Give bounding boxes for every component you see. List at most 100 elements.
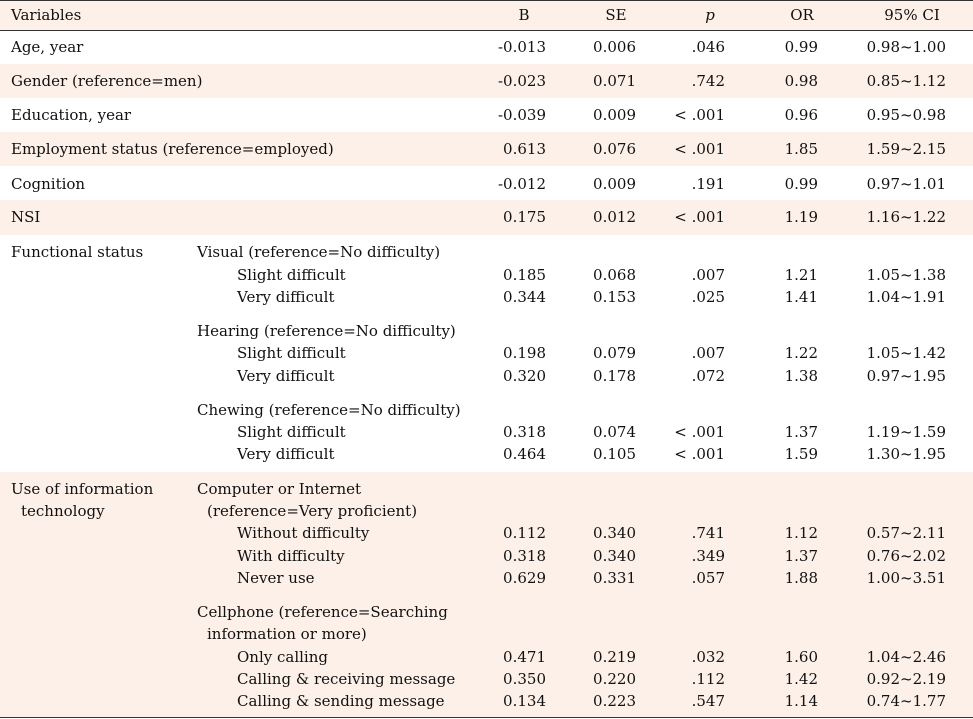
cell-ci: 0.97~1.01 bbox=[866, 175, 946, 193]
cell-ci: 1.30~1.95 bbox=[866, 445, 946, 463]
cell-p: < .001 bbox=[674, 445, 725, 463]
cell-se: 0.340 bbox=[593, 524, 636, 542]
cell-b: 0.471 bbox=[503, 648, 546, 666]
table-row-cognition: Cognition -0.012 0.009 .191 0.99 0.97~1.… bbox=[0, 166, 973, 200]
cell-ci: 1.05~1.38 bbox=[866, 266, 946, 284]
table-bottom-rule bbox=[0, 717, 973, 718]
cell-or: 1.19 bbox=[784, 208, 818, 226]
cell-se: 0.006 bbox=[593, 38, 636, 56]
group-label-line2: technology bbox=[21, 502, 105, 520]
subgroup-label-cellphone: Cellphone (reference=Searching bbox=[197, 603, 448, 621]
cell-b: 0.320 bbox=[503, 367, 546, 385]
cell-b: -0.012 bbox=[497, 175, 546, 193]
cell-ci: 1.59~2.15 bbox=[866, 140, 946, 158]
row-label: Cognition bbox=[11, 175, 86, 193]
cell-se: 0.219 bbox=[593, 648, 636, 666]
header-b: B bbox=[518, 6, 530, 24]
cell-or: 1.41 bbox=[784, 288, 818, 306]
cell-ci: 0.74~1.77 bbox=[866, 692, 946, 710]
cell-ci: 1.05~1.42 bbox=[866, 344, 946, 362]
table-row-employment: Employment status (reference=employed) 0… bbox=[0, 132, 973, 166]
level-label: Very difficult bbox=[237, 445, 335, 463]
cell-p: .742 bbox=[691, 72, 725, 90]
cell-b: 0.198 bbox=[503, 344, 546, 362]
cell-se: 0.079 bbox=[593, 344, 636, 362]
level-label: With difficulty bbox=[237, 547, 345, 565]
subgroup-label-computer: Computer or Internet bbox=[197, 480, 362, 498]
cell-or: 1.85 bbox=[784, 140, 818, 158]
cell-p: .112 bbox=[691, 670, 725, 688]
cell-or: 1.22 bbox=[784, 344, 818, 362]
cell-se: 0.074 bbox=[593, 423, 636, 441]
cell-se: 0.153 bbox=[593, 288, 636, 306]
cell-ci: 1.16~1.22 bbox=[866, 208, 946, 226]
row-label: Employment status (reference=employed) bbox=[11, 140, 334, 158]
header-ci: 95% CI bbox=[884, 6, 940, 24]
cell-ci: 1.04~2.46 bbox=[866, 648, 946, 666]
subgroup-label-computer-ref: (reference=Very proficient) bbox=[207, 502, 418, 520]
cell-se: 0.331 bbox=[593, 569, 636, 587]
row-label: Education, year bbox=[11, 106, 132, 124]
level-label: Slight difficult bbox=[237, 423, 346, 441]
cell-p: .025 bbox=[691, 288, 725, 306]
cell-b: 0.112 bbox=[503, 524, 546, 542]
cell-b: 0.613 bbox=[503, 140, 546, 158]
cell-or: 1.42 bbox=[784, 670, 818, 688]
cell-se: 0.071 bbox=[593, 72, 636, 90]
level-label: Only calling bbox=[237, 648, 328, 666]
cell-b: 0.134 bbox=[503, 692, 546, 710]
cell-p: .741 bbox=[691, 524, 725, 542]
cell-ci: 0.97~1.95 bbox=[866, 367, 946, 385]
header-se: SE bbox=[605, 6, 627, 24]
table-row-age: Age, year -0.013 0.006 .046 0.99 0.98~1.… bbox=[0, 30, 973, 64]
cell-p: < .001 bbox=[674, 208, 725, 226]
group-label: Functional status bbox=[11, 243, 144, 261]
cell-or: 1.12 bbox=[784, 524, 818, 542]
cell-se: 0.009 bbox=[593, 106, 636, 124]
cell-or: 1.59 bbox=[784, 445, 818, 463]
cell-b: 0.185 bbox=[503, 266, 546, 284]
cell-b: 0.318 bbox=[503, 547, 546, 565]
level-label: Without difficulty bbox=[237, 524, 370, 542]
cell-or: 0.99 bbox=[784, 175, 818, 193]
cell-ci: 1.00~3.51 bbox=[866, 569, 946, 587]
subgroup-label-visual: Visual (reference=No difficulty) bbox=[197, 243, 441, 261]
cell-ci: 1.04~1.91 bbox=[866, 288, 946, 306]
cell-or: 1.38 bbox=[784, 367, 818, 385]
subgroup-label-chewing: Chewing (reference=No difficulty) bbox=[197, 401, 461, 419]
level-label: Slight difficult bbox=[237, 344, 346, 362]
cell-b: 0.175 bbox=[503, 208, 546, 226]
cell-or: 1.88 bbox=[784, 569, 818, 587]
cell-b: -0.023 bbox=[497, 72, 546, 90]
cell-p: .046 bbox=[691, 38, 725, 56]
cell-or: 1.37 bbox=[784, 423, 818, 441]
level-label: Calling & sending message bbox=[237, 692, 445, 710]
cell-or: 1.60 bbox=[784, 648, 818, 666]
row-label: Age, year bbox=[11, 38, 84, 56]
cell-ci: 0.98~1.00 bbox=[866, 38, 946, 56]
cell-ci: 0.57~2.11 bbox=[866, 524, 946, 542]
cell-ci: 0.76~2.02 bbox=[866, 547, 946, 565]
cell-ci: 0.85~1.12 bbox=[866, 72, 946, 90]
table-header: Variables B SE p OR 95% CI bbox=[0, 0, 973, 31]
cell-b: 0.350 bbox=[503, 670, 546, 688]
cell-or: 0.99 bbox=[784, 38, 818, 56]
cell-se: 0.068 bbox=[593, 266, 636, 284]
cell-p: .191 bbox=[691, 175, 725, 193]
cell-p: .007 bbox=[691, 266, 725, 284]
cell-p: < .001 bbox=[674, 423, 725, 441]
level-label: Calling & receiving message bbox=[237, 670, 456, 688]
cell-or: 0.96 bbox=[784, 106, 818, 124]
information-technology-group: Use of information technology Computer o… bbox=[0, 472, 973, 717]
cell-b: 0.464 bbox=[503, 445, 546, 463]
cell-b: 0.344 bbox=[503, 288, 546, 306]
level-label: Very difficult bbox=[237, 288, 335, 306]
level-label: Slight difficult bbox=[237, 266, 346, 284]
cell-ci: 0.95~0.98 bbox=[866, 106, 946, 124]
subgroup-label-cellphone-ref: information or more) bbox=[207, 625, 367, 643]
cell-p: .072 bbox=[691, 367, 725, 385]
cell-se: 0.076 bbox=[593, 140, 636, 158]
cell-p: .349 bbox=[691, 547, 725, 565]
cell-se: 0.105 bbox=[593, 445, 636, 463]
